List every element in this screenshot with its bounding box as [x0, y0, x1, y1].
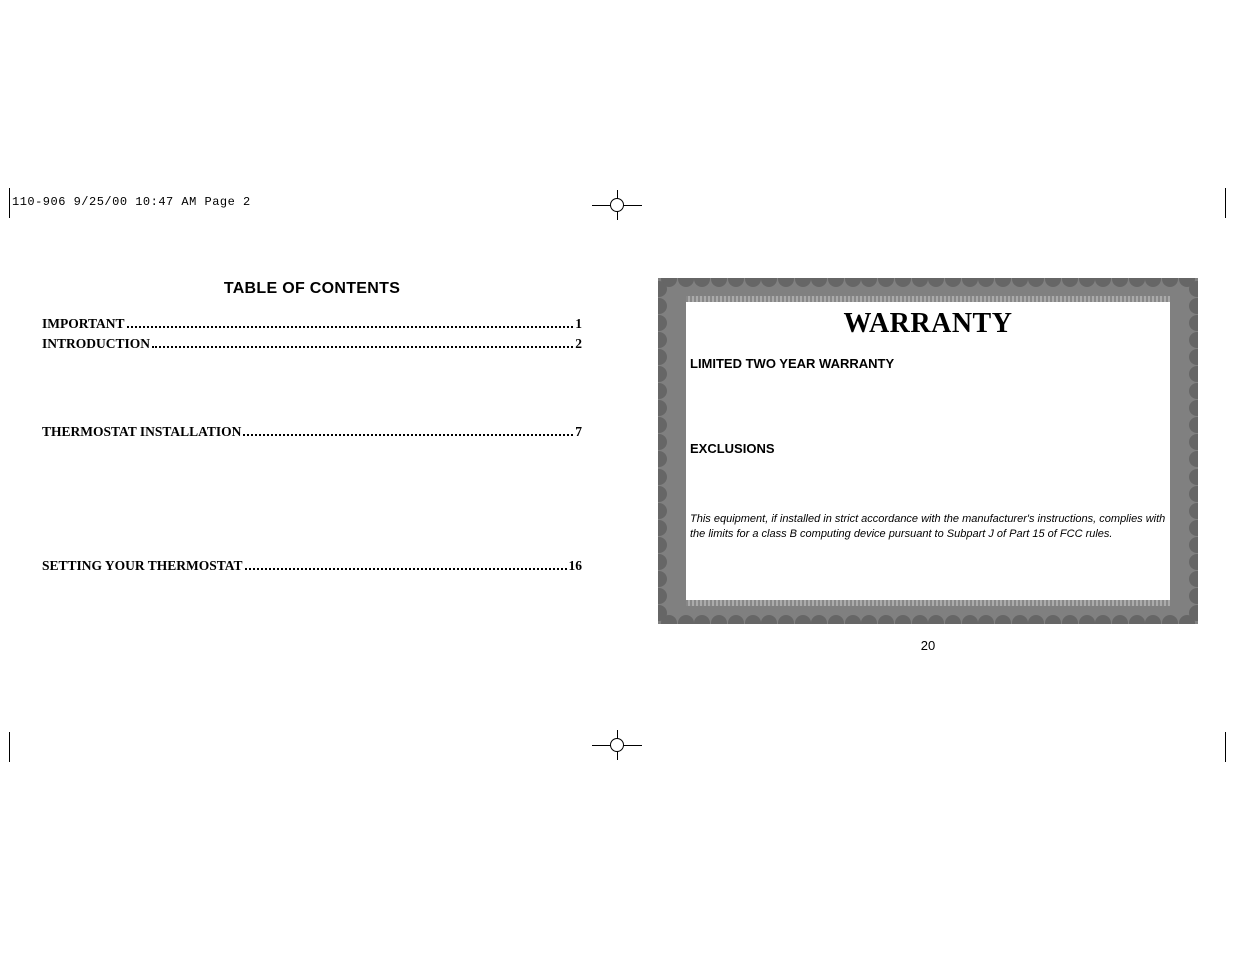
crop-mark [1225, 732, 1226, 762]
warranty-title: WARRANTY [690, 308, 1166, 340]
toc-leader [152, 346, 573, 348]
toc-page: 1 [575, 316, 582, 332]
toc-entry: SETTING YOUR THERMOSTAT 16 [42, 558, 582, 574]
certificate-border: WARRANTY LIMITED TWO YEAR WARRANTY EXCLU… [658, 278, 1198, 624]
toc-page: 7 [575, 424, 582, 440]
toc-leader [127, 326, 574, 328]
toc-entry: INTRODUCTION 2 [42, 336, 582, 352]
page-number: 20 [658, 638, 1198, 653]
registration-mark-icon [592, 730, 642, 760]
warranty-heading: LIMITED TWO YEAR WARRANTY [690, 356, 1166, 371]
warranty-heading: EXCLUSIONS [690, 441, 1166, 456]
toc-page: 2 [575, 336, 582, 352]
toc-entry: THERMOSTAT INSTALLATION 7 [42, 424, 582, 440]
warranty-fcc-note: This equipment, if installed in strict a… [690, 512, 1166, 542]
toc-entry: IMPORTANT 1 [42, 316, 582, 332]
table-of-contents: TABLE OF CONTENTS IMPORTANT 1 INTRODUCTI… [42, 280, 582, 578]
toc-leader [245, 568, 567, 570]
crop-mark [9, 732, 10, 762]
toc-label: INTRODUCTION [42, 336, 150, 352]
crop-mark [9, 188, 10, 218]
toc-label: SETTING YOUR THERMOSTAT [42, 558, 243, 574]
toc-leader [243, 434, 573, 436]
certificate-content: WARRANTY LIMITED TWO YEAR WARRANTY EXCLU… [686, 302, 1170, 600]
toc-label: THERMOSTAT INSTALLATION [42, 424, 241, 440]
warranty-certificate: WARRANTY LIMITED TWO YEAR WARRANTY EXCLU… [658, 278, 1198, 624]
file-header: 110-906 9/25/00 10:47 AM Page 2 [12, 195, 251, 209]
toc-label: IMPORTANT [42, 316, 125, 332]
toc-title: TABLE OF CONTENTS [42, 280, 582, 298]
crop-mark [1225, 188, 1226, 218]
toc-page: 16 [569, 558, 583, 574]
registration-mark-icon [592, 190, 642, 220]
